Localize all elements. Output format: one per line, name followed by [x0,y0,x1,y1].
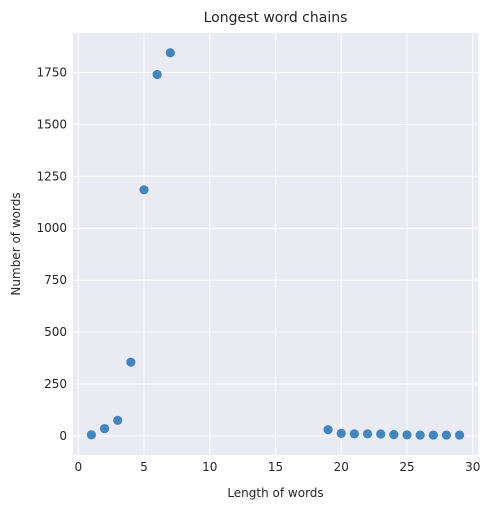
data-point [376,429,386,439]
x-tick-label: 30 [465,460,480,474]
data-point [152,69,162,80]
data-point [349,429,359,439]
x-tick-label: 10 [202,460,217,474]
y-tick-labels: 0 250 500 750 1000 1250 1500 1750 [36,65,67,442]
data-point [323,425,333,435]
data-point [139,185,149,195]
y-axis-label: Number of words [9,192,23,295]
y-tick-label: 1750 [36,65,67,79]
data-point [165,48,175,58]
data-point [441,430,452,440]
x-tick-labels: 0 5 10 15 20 25 30 [74,460,480,474]
data-point [126,357,136,367]
chart-title: Longest word chains [204,10,348,26]
grid-lines [73,33,478,455]
y-tick-label: 1250 [36,169,67,183]
data-point [389,430,399,440]
data-point [336,428,346,439]
x-tick-label: 20 [334,460,349,474]
data-points [86,48,465,440]
data-point [99,424,110,434]
data-point [86,430,97,440]
x-tick-label: 5 [140,460,148,474]
y-tick-label: 500 [44,325,67,339]
x-tick-label: 0 [74,460,82,474]
x-axis-label: Length of words [227,486,323,500]
y-tick-label: 1500 [36,117,67,131]
y-tick-label: 250 [44,377,67,391]
y-tick-label: 750 [44,273,67,287]
data-point [428,430,438,440]
y-tick-label: 1000 [36,221,67,235]
data-point [454,430,465,440]
x-tick-label: 25 [399,460,414,474]
x-tick-label: 15 [268,460,283,474]
data-point [415,430,425,440]
data-point [402,430,412,440]
y-tick-label: 0 [59,429,67,443]
data-point [113,415,123,425]
data-point [362,429,373,439]
